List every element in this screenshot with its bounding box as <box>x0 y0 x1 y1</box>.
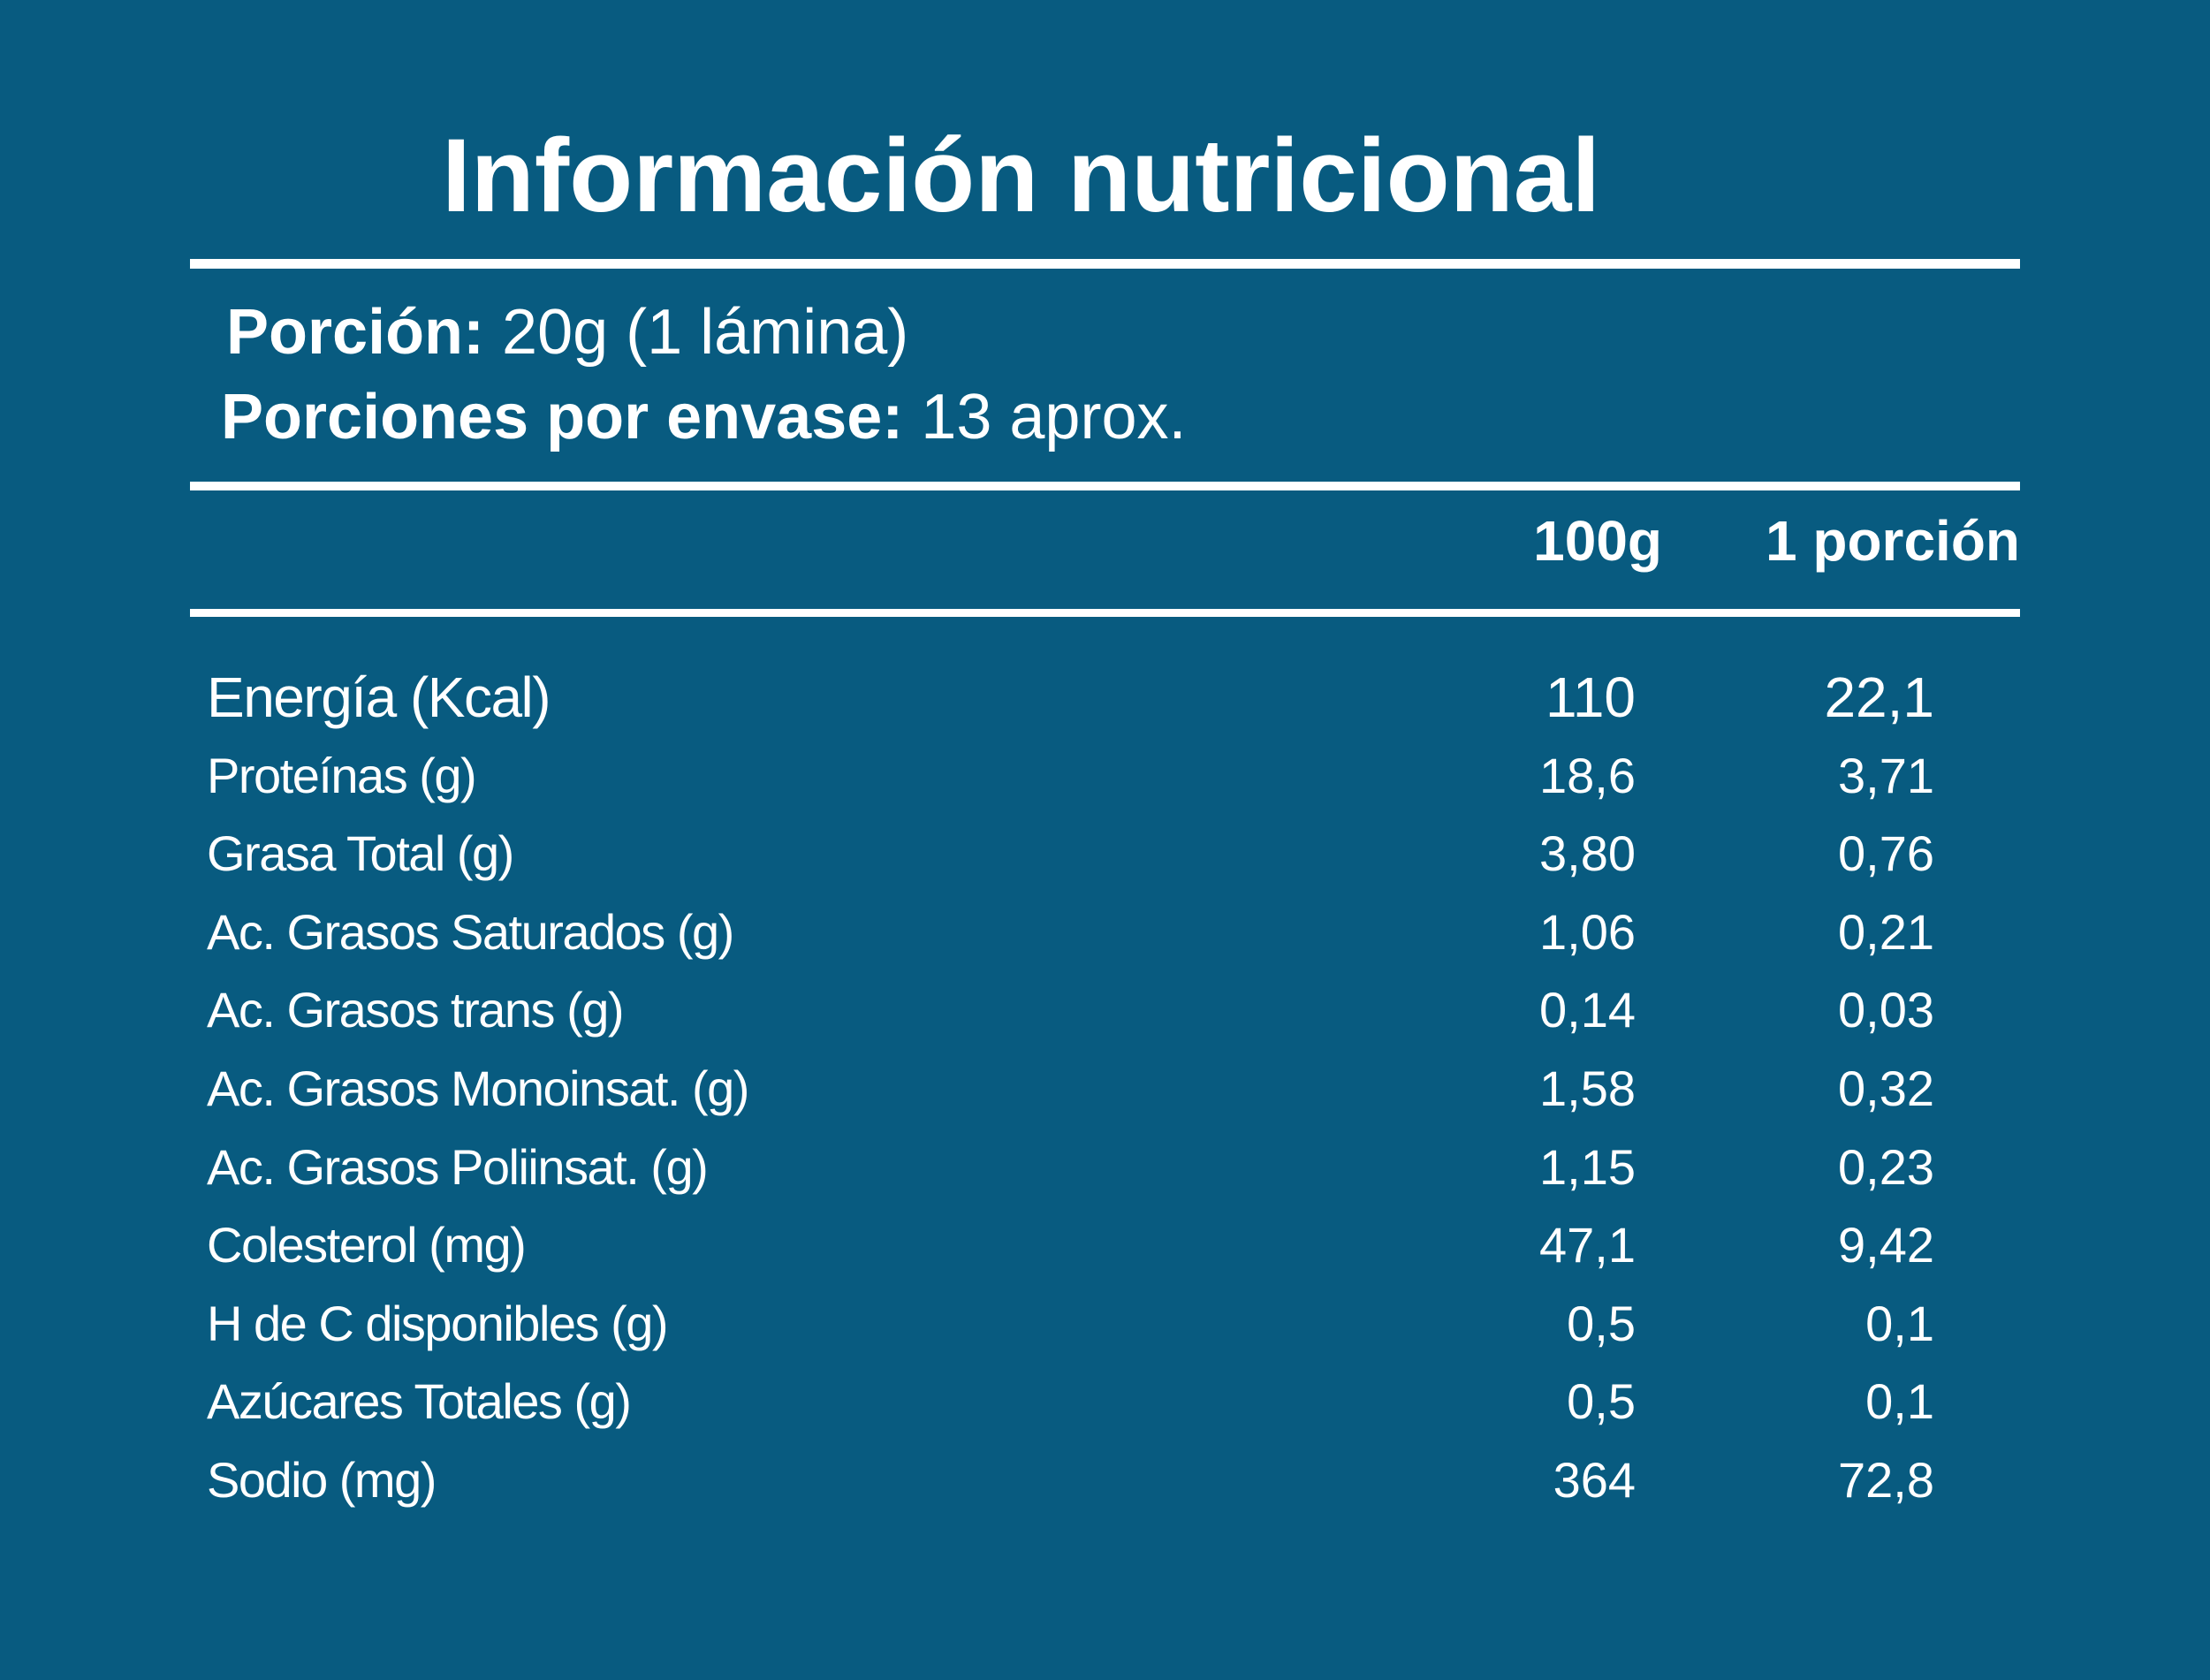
table-row: Ac. Grasos Saturados (g) 1,06 0,21 <box>0 893 2210 972</box>
table-row: Grasa Total (g) 3,80 0,76 <box>0 815 2210 893</box>
value-per-portion: 0,1 <box>1865 1295 1934 1351</box>
value-per-portion: 0,03 <box>1838 982 1934 1038</box>
page-title: Información nutricional <box>442 118 1601 234</box>
value-per-portion: 0,76 <box>1838 825 1934 882</box>
nutrient-name: Ac. Grasos Saturados (g) <box>207 903 734 960</box>
value-per-100g: 0,5 <box>1567 1295 1636 1351</box>
table-row: Energía (Kcal) 110 22,1 <box>0 658 2210 737</box>
nutrient-name: Colesterol (mg) <box>207 1217 527 1273</box>
nutrient-name: Energía (Kcal) <box>207 665 551 729</box>
nutrient-name: Azúcares Totales (g) <box>207 1373 632 1430</box>
value-per-portion: 0,21 <box>1838 903 1934 960</box>
value-per-portion: 9,42 <box>1838 1217 1934 1273</box>
nutrient-name: Ac. Grasos Monoinsat. (g) <box>207 1060 749 1116</box>
divider-top <box>190 259 2020 269</box>
column-header-portion: 1 porción <box>1765 509 2020 573</box>
value-per-portion: 3,71 <box>1838 747 1934 803</box>
nutrient-name: Proteínas (g) <box>207 747 477 803</box>
value-per-portion: 0,1 <box>1865 1373 1934 1430</box>
servings-per-pack-value: 13 aprox. <box>903 382 1187 452</box>
nutrient-name: Ac. Grasos trans (g) <box>207 982 625 1038</box>
value-per-100g: 3,80 <box>1539 825 1636 882</box>
table-row: Ac. Grasos Monoinsat. (g) 1,58 0,32 <box>0 1050 2210 1129</box>
nutrient-name: Sodio (mg) <box>207 1451 437 1508</box>
serving-size: Porción: 20g (1 lámina) <box>226 300 908 364</box>
nutrient-name: Ac. Grasos Poliinsat. (g) <box>207 1138 709 1195</box>
value-per-100g: 0,14 <box>1539 982 1636 1038</box>
value-per-portion: 0,32 <box>1838 1060 1934 1116</box>
value-per-portion: 0,23 <box>1838 1138 1934 1195</box>
value-per-100g: 1,58 <box>1539 1060 1636 1116</box>
value-per-portion: 72,8 <box>1838 1451 1934 1508</box>
value-per-100g: 47,1 <box>1539 1217 1636 1273</box>
value-per-100g: 18,6 <box>1539 747 1636 803</box>
column-header-100g: 100g <box>1533 509 1662 573</box>
table-row: Ac. Grasos Poliinsat. (g) 1,15 0,23 <box>0 1129 2210 1207</box>
servings-per-pack: Porciones por envase: 13 aprox. <box>221 385 1186 449</box>
nutrient-name: Grasa Total (g) <box>207 825 514 882</box>
table-row: Proteínas (g) 18,6 3,71 <box>0 737 2210 816</box>
servings-per-pack-label: Porciones por envase: <box>221 382 904 452</box>
value-per-100g: 1,06 <box>1539 903 1636 960</box>
value-per-100g: 0,5 <box>1567 1373 1636 1430</box>
divider-header <box>190 609 2020 617</box>
table-row: Sodio (mg) 364 72,8 <box>0 1441 2210 1520</box>
table-row: Colesterol (mg) 47,1 9,42 <box>0 1206 2210 1285</box>
value-per-100g: 110 <box>1545 665 1636 729</box>
nutrient-name: H de C disponibles (g) <box>207 1295 669 1351</box>
nutrition-table: Energía (Kcal) 110 22,1 Proteínas (g) 18… <box>0 658 2210 1520</box>
value-per-portion: 22,1 <box>1824 665 1934 729</box>
serving-size-value: 20g (1 lámina) <box>484 297 909 368</box>
value-per-100g: 1,15 <box>1539 1138 1636 1195</box>
value-per-100g: 364 <box>1553 1451 1636 1508</box>
divider-middle <box>190 482 2020 490</box>
table-row: Ac. Grasos trans (g) 0,14 0,03 <box>0 971 2210 1050</box>
table-row: Azúcares Totales (g) 0,5 0,1 <box>0 1363 2210 1441</box>
serving-size-label: Porción: <box>226 297 485 368</box>
table-row: H de C disponibles (g) 0,5 0,1 <box>0 1285 2210 1364</box>
